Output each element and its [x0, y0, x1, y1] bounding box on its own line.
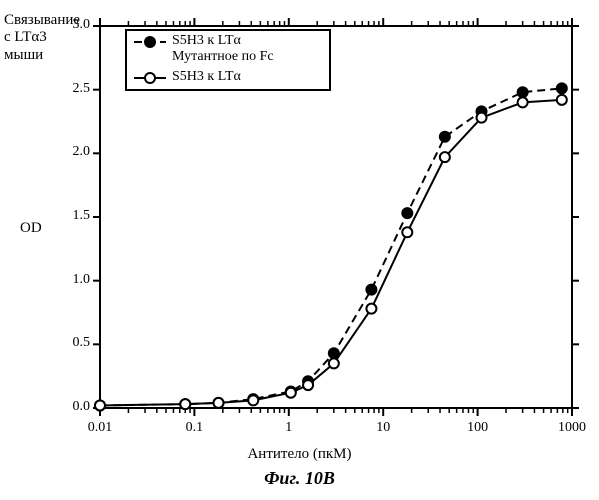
- y-tick-label: 2.0: [73, 144, 91, 160]
- legend-label: Мутантное по Fc: [172, 49, 274, 65]
- x-tick-label: 0.01: [82, 420, 118, 436]
- x-tick-label: 1000: [554, 420, 590, 436]
- y-tick-label: 3.0: [73, 17, 91, 33]
- x-tick-label: 100: [460, 420, 496, 436]
- y-tick-label: 0.5: [73, 335, 91, 351]
- y-tick-label: 0.0: [73, 399, 91, 415]
- x-tick-label: 10: [365, 420, 401, 436]
- y-tick-label: 2.5: [73, 81, 91, 97]
- y-tick-label: 1.5: [73, 208, 91, 224]
- legend-label: S5H3 к LTα: [172, 33, 241, 49]
- figure-container: Связывание с LTα3 мыши OD Антитело (пкМ)…: [0, 0, 599, 500]
- y-tick-label: 1.0: [73, 272, 91, 288]
- x-tick-label: 0.1: [176, 420, 212, 436]
- legend-label: S5H3 к LTα: [172, 69, 241, 85]
- x-tick-label: 1: [271, 420, 307, 436]
